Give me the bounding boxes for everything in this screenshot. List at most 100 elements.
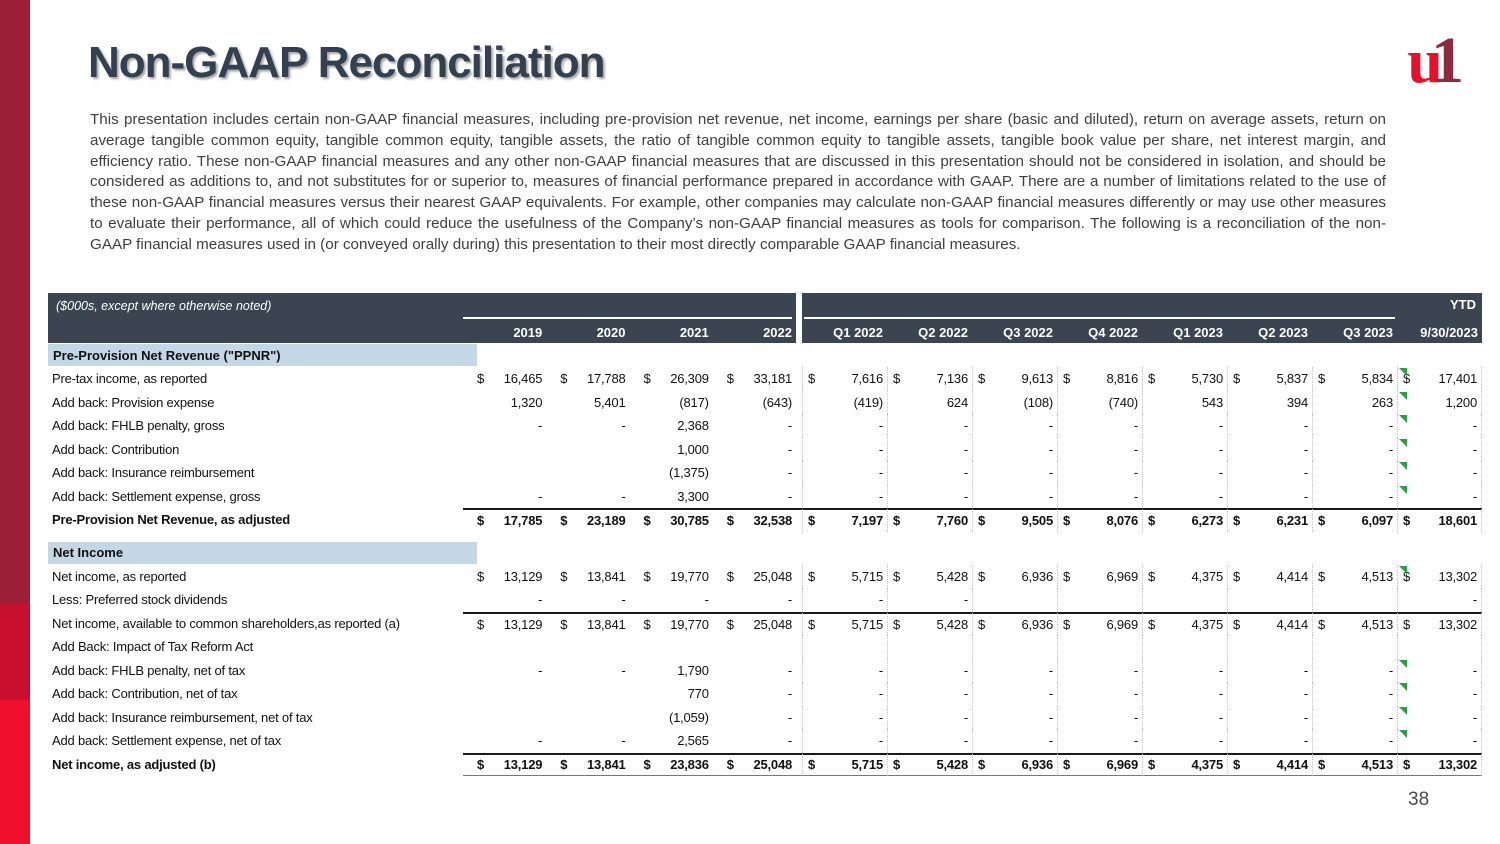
row-label: Pre-tax income, as reported xyxy=(52,371,208,387)
cell-value: - xyxy=(787,709,792,725)
cell-value: - xyxy=(1133,465,1138,481)
dollar-sign: $ xyxy=(1148,757,1156,773)
dollar-sign: $ xyxy=(978,757,986,773)
header-rule-quarter xyxy=(804,317,1395,319)
cell-value: - xyxy=(878,686,883,702)
annual-value-cell: $19,770 xyxy=(630,565,713,589)
cell-value: - xyxy=(1388,488,1393,504)
quarter-value-cell: $9,613 xyxy=(972,367,1057,391)
quarter-value-cell: - xyxy=(1227,461,1312,485)
annual-value-cell: - xyxy=(463,485,546,509)
quarter-value-cell: - xyxy=(887,729,972,753)
annual-value-cell: 2,565 xyxy=(630,729,713,753)
cell-value: 5,837 xyxy=(1276,371,1308,387)
quarter-value-cell: - xyxy=(1057,437,1142,461)
cell-value: 6,936 xyxy=(1021,757,1053,773)
table-row: Less: Preferred stock dividends - - - - - - - xyxy=(48,588,1482,612)
dollar-sign: $ xyxy=(560,371,568,387)
annual-value-cell: - xyxy=(463,414,546,438)
cell-value: - xyxy=(878,488,883,504)
table-row: Add back: Insurance reimbursement (1,375)… xyxy=(48,461,1482,485)
cell-value: 23,189 xyxy=(586,513,626,529)
cell-value: - xyxy=(1218,709,1223,725)
annual-value-cell: 1,000 xyxy=(630,438,713,462)
annual-value-cell: - xyxy=(713,729,796,753)
annual-value-cell: (817) xyxy=(630,391,713,415)
table-row: Add back: FHLB penalty, net of tax - - 1,79… xyxy=(48,658,1482,683)
quarter-value-cell: (108) xyxy=(972,390,1057,414)
cell-value: 9,613 xyxy=(1021,371,1053,387)
quarter-value-cell: $4,375 xyxy=(1142,752,1227,776)
quarter-column-header: Q1 2022 xyxy=(833,325,883,340)
quarter-value-cell: $6,936 xyxy=(972,611,1057,635)
quarter-value-cell: $6,097 xyxy=(1312,508,1397,532)
comment-flag-icon xyxy=(1399,706,1407,715)
quarter-value-cell: - xyxy=(887,437,972,461)
cell-value: 6,231 xyxy=(1276,513,1308,529)
cell-value: - xyxy=(963,418,968,434)
dollar-sign: $ xyxy=(560,757,568,773)
ytd-value-cell: - xyxy=(1397,705,1482,729)
dollar-sign: $ xyxy=(1318,568,1326,584)
ytd-value-cell: - xyxy=(1397,588,1482,612)
cell-value: - xyxy=(787,441,792,457)
annual-value-cell: $32,538 xyxy=(712,508,796,532)
dollar-sign: $ xyxy=(726,757,734,773)
cell-value: 5,428 xyxy=(936,568,968,584)
cell-value: 19,770 xyxy=(670,616,709,632)
dollar-sign: $ xyxy=(477,616,485,632)
quarter-value-cell: (740) xyxy=(1057,390,1142,414)
quarter-value-cell: - xyxy=(1142,484,1227,508)
quarter-value-cell: - xyxy=(1312,484,1397,508)
quarter-value-cell: - xyxy=(972,437,1057,461)
dollar-sign: $ xyxy=(893,568,901,584)
annual-value-cell xyxy=(546,706,629,730)
cell-value: - xyxy=(787,686,792,702)
left-accent-bar-bottom xyxy=(0,700,30,844)
annual-value-cell: (1,059) xyxy=(630,706,713,730)
comment-flag-icon xyxy=(1399,462,1407,470)
quarter-value-cell: $4,375 xyxy=(1142,611,1227,635)
cell-value: - xyxy=(878,441,883,457)
dollar-sign: $ xyxy=(1403,616,1411,632)
cell-value: - xyxy=(1303,441,1308,457)
cell-value: (817) xyxy=(679,394,709,410)
cell-value: - xyxy=(878,709,883,725)
annual-value-cell: $17,788 xyxy=(546,367,629,391)
dollar-sign: $ xyxy=(560,513,568,529)
dollar-sign: $ xyxy=(1233,757,1241,773)
cell-value: 25,048 xyxy=(753,757,792,773)
table-row: Add back: FHLB penalty, gross - - 2,368 - - - -… xyxy=(48,414,1482,438)
quarter-value-cell: - xyxy=(1227,705,1312,729)
row-label: Add back: Insurance reimbursement xyxy=(52,465,255,481)
cell-value: - xyxy=(1472,733,1477,749)
dollar-sign: $ xyxy=(978,371,986,387)
cell-value: 13,302 xyxy=(1438,616,1477,632)
disclaimer-text: This presentation includes certain non-G… xyxy=(90,111,1386,253)
annual-value-cell xyxy=(546,461,629,485)
annual-value-cell xyxy=(463,461,546,485)
cell-value: - xyxy=(621,733,626,749)
cell-value: - xyxy=(1218,488,1223,504)
cell-value: (740) xyxy=(1108,394,1139,410)
cell-value: - xyxy=(1303,709,1308,725)
quarter-value-cell: - xyxy=(1142,414,1227,438)
quarter-value-cell: - xyxy=(1057,682,1142,706)
table-row: Add back: Settlement expense, gross - - 3,3… xyxy=(48,484,1482,509)
dollar-sign: $ xyxy=(1148,568,1156,584)
quarter-value-cell: - xyxy=(802,729,887,753)
cell-value: - xyxy=(878,592,883,608)
annual-value-cell: - xyxy=(713,485,796,509)
annual-value-cell: - xyxy=(546,659,629,683)
annual-value-cell: (643) xyxy=(713,391,796,415)
annual-value-cell: $13,841 xyxy=(546,565,629,589)
cell-value: 1,000 xyxy=(677,441,709,457)
dollar-sign: $ xyxy=(726,513,734,529)
quarter-value-cell: $5,715 xyxy=(802,564,887,588)
quarter-value-cell: $7,760 xyxy=(887,508,972,532)
section-spacer xyxy=(48,532,1482,542)
quarter-column-header: Q3 2022 xyxy=(1003,325,1053,340)
quarter-column-header: Q2 2023 xyxy=(1258,325,1308,340)
dollar-sign: $ xyxy=(477,371,485,387)
